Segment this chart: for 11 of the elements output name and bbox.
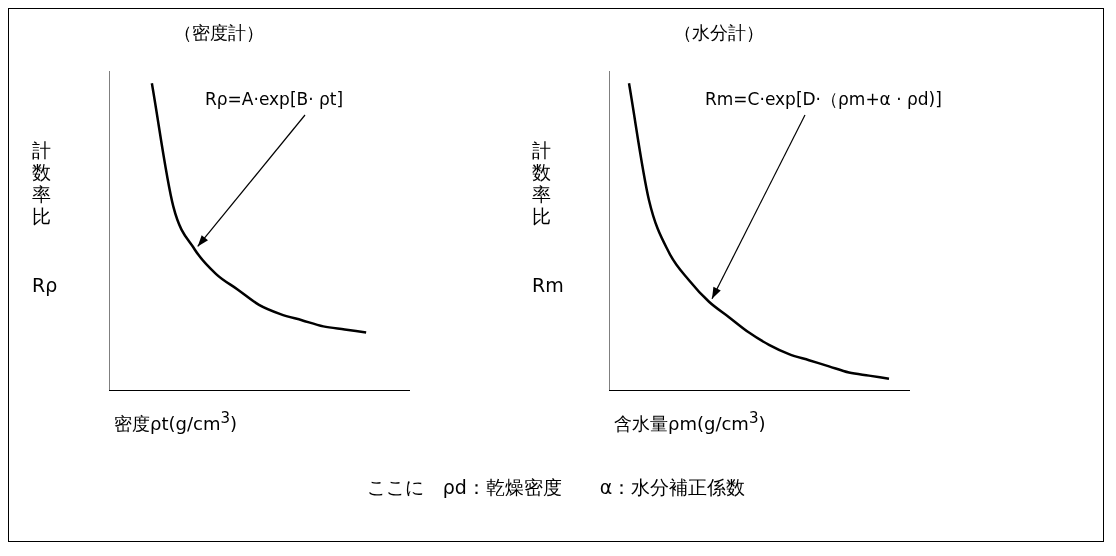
y-axis-title: 計数率比 [532,139,551,227]
chart-title: （密度計） [174,21,264,45]
x-axis-title: 含水量ρm(g/cm$^{3}$) [614,409,766,436]
text: ここに ρd：乾燥密度 α：水分補正係数 [365,475,747,500]
y-axis-title: 計数率比 [32,139,51,227]
x-axis-title: 密度ρt(g/cm$^{3}$) [114,409,238,436]
text: Rm [532,274,564,296]
chart-title: （水分計） [674,21,764,45]
annotation: Rρ=A·exp[B· ρt] [205,89,344,110]
annotation: Rm=C·exp[D·（ρm+α · ρd)] [705,89,942,110]
text: Rρ [32,274,58,296]
